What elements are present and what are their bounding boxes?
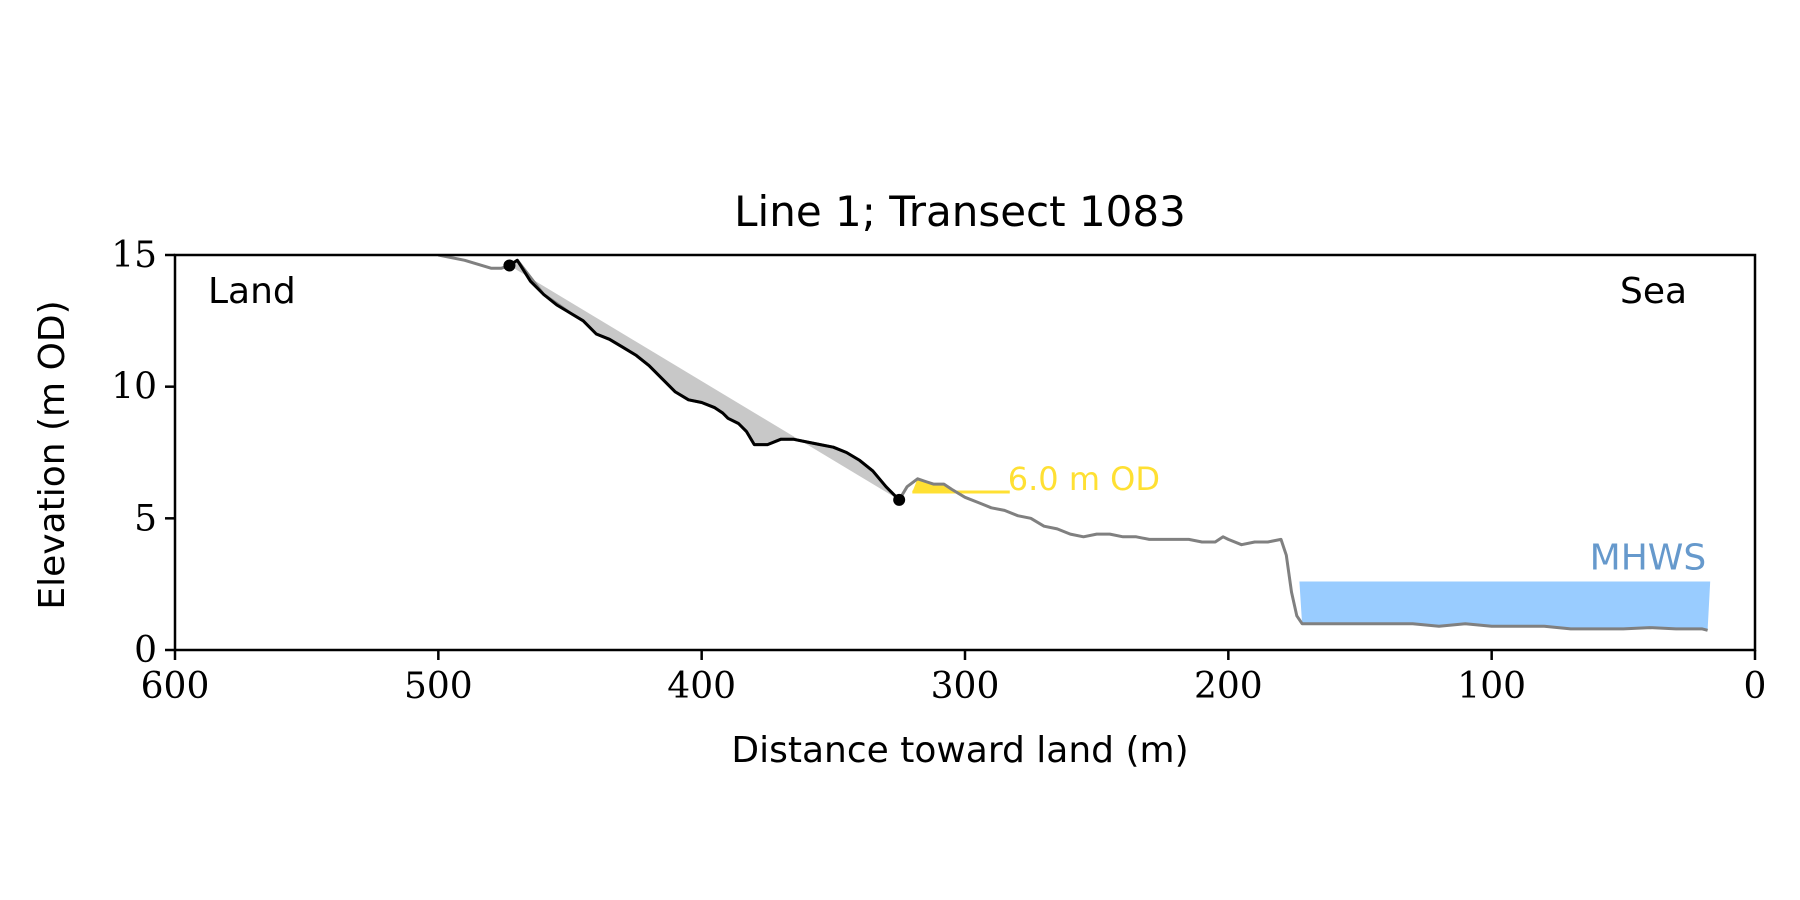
y-tick-label: 15	[111, 235, 157, 276]
x-tick-label: 300	[931, 666, 1000, 707]
sea-label: Sea	[1620, 271, 1687, 312]
cliff-top-marker	[503, 259, 516, 272]
x-tick-label: 0	[1744, 666, 1767, 707]
x-tick-label: 200	[1194, 666, 1263, 707]
mhws-band	[1299, 581, 1711, 631]
level-marker-label: 6.0 m OD	[1008, 460, 1160, 498]
y-tick-label: 10	[111, 367, 157, 408]
y-tick-label: 0	[134, 630, 157, 671]
x-axis-label: Distance toward land (m)	[731, 730, 1188, 771]
land-label: Land	[208, 271, 296, 312]
y-tick-label: 5	[134, 498, 157, 539]
mhws-label: MHWS	[1590, 538, 1707, 579]
cliff-chord-area	[509, 260, 900, 500]
chart-title: Line 1; Transect 1083	[734, 187, 1186, 236]
x-tick-label: 100	[1457, 666, 1526, 707]
profile-line	[438, 255, 1708, 632]
y-axis-label: Elevation (m OD)	[32, 300, 73, 609]
plot-layer: MHWS 6.0 m OD 600 500 400 300 200 100 0 0 5 10 15	[111, 235, 1766, 707]
x-tick-label: 500	[404, 666, 473, 707]
cliff-line	[508, 258, 901, 501]
x-tick-label: 400	[667, 666, 736, 707]
cliff-toe-marker	[893, 493, 906, 506]
x-tick-label: 600	[141, 666, 210, 707]
level-marker-fill	[912, 478, 952, 492]
